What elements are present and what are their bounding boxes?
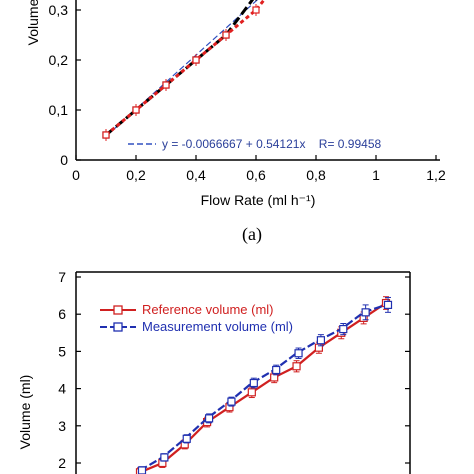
chart-a-y-ticks: 0 0,1 0,2 0,3 (49, 2, 81, 168)
chart-a: 0 0,2 0,4 0,6 0,8 1 1,2 0 0,1 0,2 0,3 Volume Flow… (25, 0, 446, 208)
chart-a-point (162, 81, 170, 89)
chart-b-point (249, 378, 258, 388)
chart-b-y-tick-label: 7 (58, 269, 66, 285)
chart-b-legend: Reference volume (ml) Measurement volume… (100, 302, 293, 334)
chart-b-y-ticks: 2 3 4 5 6 7 (58, 269, 410, 471)
chart-a-point (252, 6, 260, 14)
chart-a-y-tick-label: 0,1 (49, 102, 69, 118)
chart-a-x-axis-label: Flow Rate (ml h⁻¹) (201, 192, 316, 208)
chart-b-point (182, 434, 191, 443)
chart-b-y-axis-label: Volume (ml) (17, 375, 33, 450)
panel-label-a: (a) (242, 224, 262, 245)
chart-a-fit-line (105, 0, 258, 137)
chart-b-point (247, 388, 256, 397)
chart-b-point (272, 365, 281, 375)
chart-a-series (102, 0, 266, 141)
legend-measurement-label: Measurement volume (ml) (142, 319, 293, 334)
chart-a-x-tick-label: 1 (372, 167, 380, 183)
chart-a-x-tick-label: 0 (72, 167, 80, 183)
chart-b-point (204, 414, 214, 423)
chart-b-y-tick-label: 6 (58, 306, 66, 322)
chart-a-x-tick-label: 1,2 (426, 167, 446, 183)
chart-a-point (102, 131, 110, 139)
chart-b-series (135, 296, 393, 474)
chart-b: 2 3 4 5 6 7 Volume (ml) Reference volume (ml)… (17, 269, 411, 474)
chart-a-x-tick-label: 0,4 (186, 167, 206, 183)
chart-b-y-tick-label: 5 (58, 343, 66, 359)
chart-a-point (222, 31, 230, 39)
chart-b-point (339, 324, 348, 334)
legend-reference-label: Reference volume (ml) (142, 302, 274, 317)
chart-b-point (294, 349, 303, 358)
chart-a-x-tick-label: 0,6 (246, 167, 266, 183)
chart-a-y-axis-label: Volume (25, 0, 41, 45)
chart-a-point (192, 56, 200, 64)
chart-a-y-tick-label: 0,3 (49, 2, 69, 18)
chart-a-point (132, 106, 140, 114)
chart-b-point (316, 336, 326, 345)
legend-reference-marker (113, 305, 123, 315)
chart-a-x-tick-label: 0,8 (306, 167, 326, 183)
chart-b-point (292, 362, 301, 371)
chart-a-y-tick-label: 0 (60, 152, 68, 168)
chart-a-x-tick-label: 0,2 (126, 167, 146, 183)
chart-a-x-ticks: 0 0,2 0,4 0,6 0,8 1 1,2 (72, 155, 446, 183)
chart-b-point (160, 453, 169, 462)
chart-b-y-tick-label: 4 (58, 381, 66, 397)
chart-b-point (227, 397, 236, 406)
chart-a-y-tick-label: 0,2 (49, 52, 69, 68)
legend-measurement-marker (113, 322, 123, 332)
chart-b-point (361, 308, 370, 317)
chart-a-fit-line-path (105, 0, 258, 137)
chart-b-point (383, 300, 393, 309)
chart-b-y-tick-label: 3 (58, 418, 66, 434)
chart-b-point (137, 466, 147, 474)
chart-a-fit-label: y = -0.0066667 + 0.54121x R= 0.99458 (162, 137, 381, 151)
chart-b-y-tick-label: 2 (58, 455, 66, 471)
chart-b-series-line (139, 303, 387, 472)
